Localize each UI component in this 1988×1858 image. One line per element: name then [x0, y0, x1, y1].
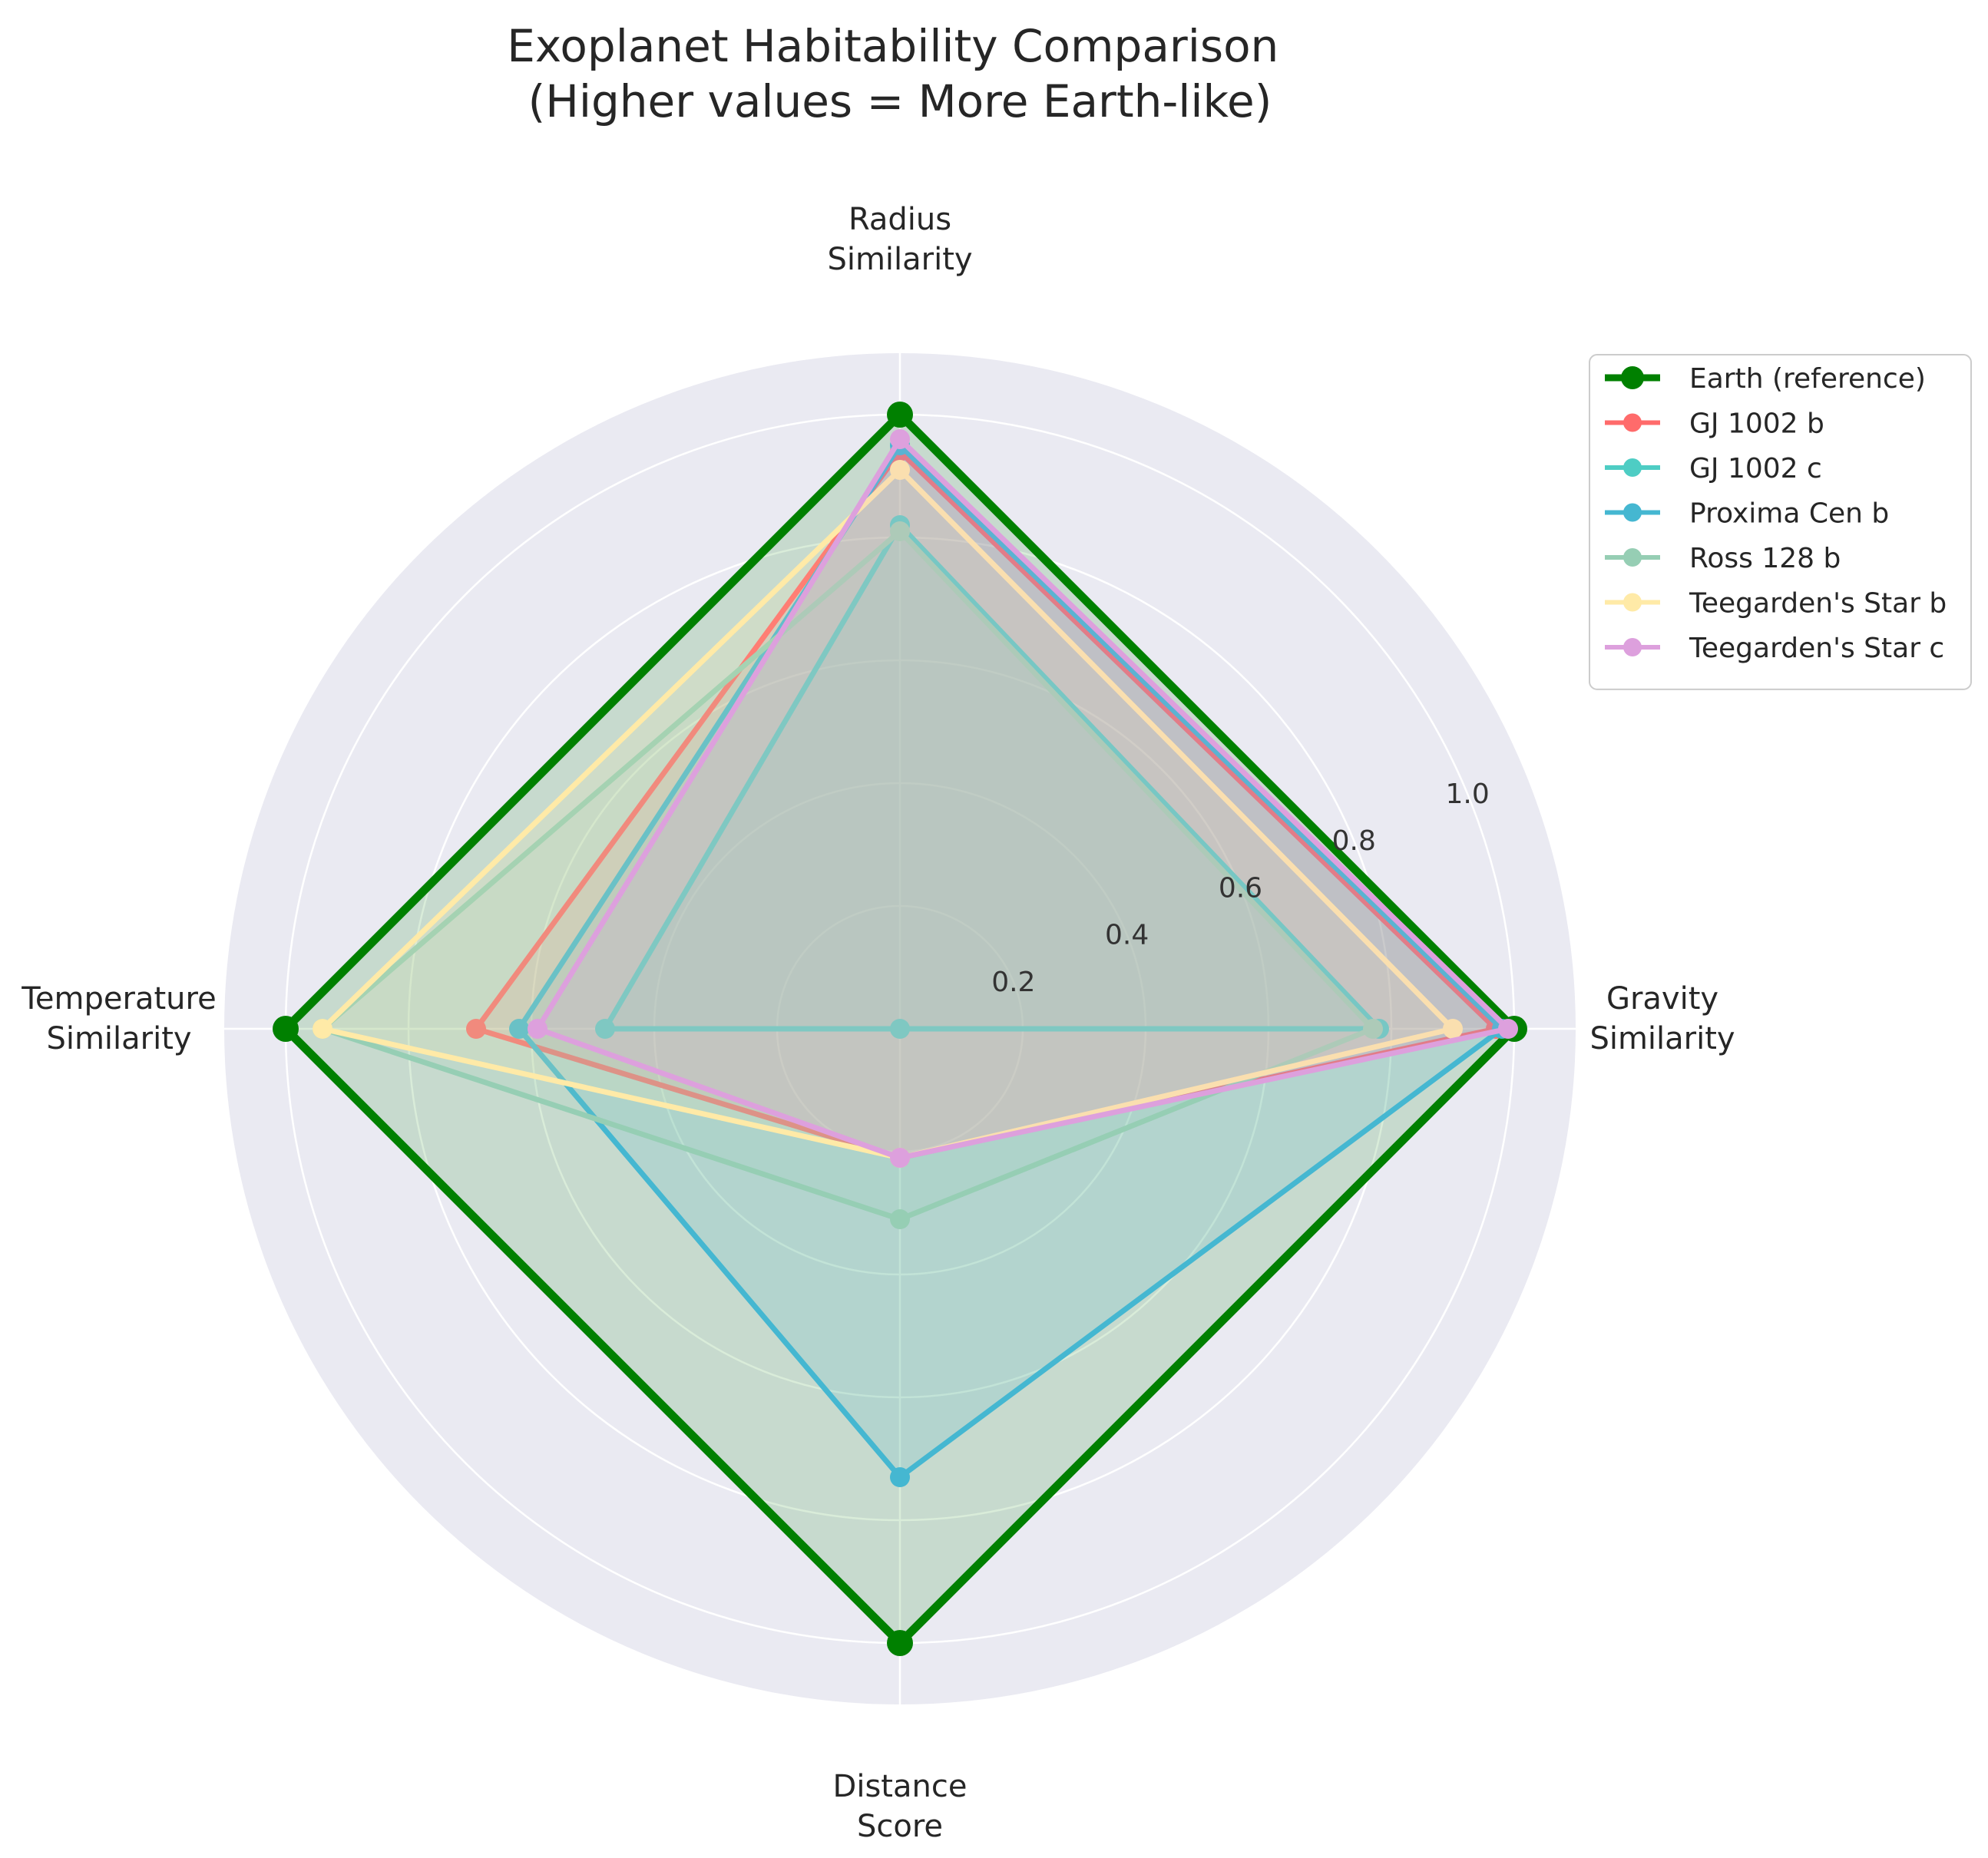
axis-label-2: Distance Score: [833, 1769, 968, 1844]
series-point-4-2: [890, 1209, 910, 1229]
legend-box: [1589, 354, 1972, 690]
series-6: [528, 429, 1518, 1168]
radial-tick-labels: 0.2 0.4 0.6 0.8 1.0: [991, 779, 1490, 998]
series-point-0-0: [887, 402, 913, 428]
legend-marker-1: [1623, 413, 1642, 432]
r-tick-label-0: 0.2: [991, 967, 1035, 998]
axis-label-1: Gravity Similarity: [1589, 981, 1735, 1056]
series-point-3-2: [890, 1467, 910, 1487]
r-tick-label-2: 0.6: [1219, 872, 1262, 904]
legend-marker-3: [1623, 503, 1642, 522]
series-point-4-1: [1363, 1019, 1383, 1039]
legend-label-0: Earth (reference): [1689, 363, 1926, 395]
series-layer: [273, 402, 1527, 1656]
r-tick-label-1: 0.4: [1105, 920, 1149, 951]
r-tick-label-3: 0.8: [1332, 825, 1376, 857]
series-point-6-3: [528, 1019, 547, 1039]
chart-title-line-2: (Higher values = More Earth-like): [528, 75, 1272, 127]
series-point-0-3: [273, 1016, 299, 1042]
chart-title: Exoplanet Habitability Comparison (Highe…: [507, 20, 1293, 127]
axis-label-3: Temperature Similarity: [21, 981, 216, 1056]
legend-label-5: Teegarden's Star b: [1689, 588, 1947, 620]
legend-marker-0: [1621, 366, 1644, 389]
series-point-1-3: [466, 1019, 486, 1039]
legend-marker-4: [1623, 548, 1642, 567]
series-area-1: [476, 451, 1496, 1158]
series-point-4-0: [890, 521, 910, 541]
series-area-6: [538, 439, 1508, 1158]
series-point-5-0: [890, 460, 910, 480]
legend-marker-6: [1623, 638, 1642, 656]
series-point-6-1: [1498, 1019, 1518, 1039]
r-tick-label-4: 1.0: [1445, 779, 1489, 810]
legend-label-4: Ross 128 b: [1689, 543, 1841, 574]
legend-label-3: Proxima Cen b: [1689, 498, 1889, 530]
legend-label-2: GJ 1002 c: [1689, 453, 1822, 484]
series-area-3: [519, 445, 1502, 1477]
series-point-0-2: [887, 1630, 913, 1656]
legend: Earth (reference) GJ 1002 b GJ 1002 c Proxi…: [1589, 354, 1972, 690]
legend-label-6: Teegarden's Star c: [1689, 633, 1944, 664]
axis-labels: Radius Similarity Gravity Similarity Distanc…: [21, 202, 1735, 1844]
legend-label-1: GJ 1002 b: [1689, 408, 1824, 440]
chart-title-line-1: Exoplanet Habitability Comparison: [507, 20, 1278, 72]
series-point-2-3: [595, 1019, 615, 1039]
series-point-5-1: [1443, 1019, 1463, 1039]
series-point-3-3: [509, 1019, 529, 1039]
series-point-6-2: [890, 1148, 910, 1168]
legend-marker-5: [1623, 593, 1642, 612]
series-point-5-3: [313, 1019, 332, 1039]
axis-label-0: Radius Similarity: [827, 202, 972, 277]
legend-marker-2: [1623, 458, 1642, 477]
series-point-6-0: [890, 429, 910, 449]
series-area-2: [605, 525, 1379, 1029]
series-point-2-2: [890, 1019, 910, 1039]
series-area-5: [323, 470, 1453, 1158]
